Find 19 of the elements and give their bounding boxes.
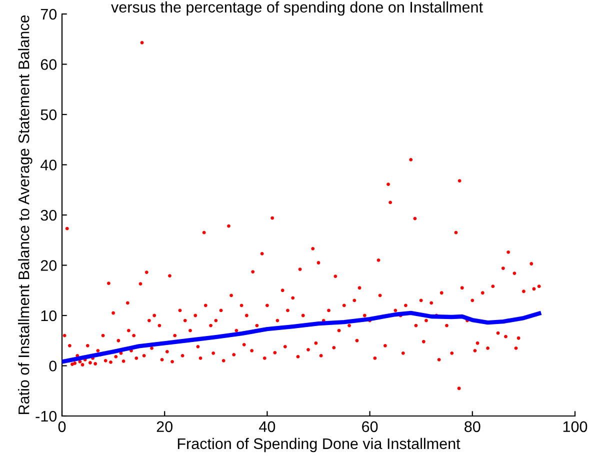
y-tick-label: 20	[40, 260, 57, 271]
y-tick-label: 40	[40, 160, 57, 170]
x-tick-label: 20	[156, 421, 172, 432]
y-tick-label: 0	[49, 360, 57, 372]
y-tick-label: 30	[40, 210, 57, 221]
y-tick-label: 10	[41, 310, 57, 322]
x-tick-label: 80	[464, 421, 480, 432]
x-axis-title: Fraction of Spending Done via Installment	[178, 438, 460, 452]
x-tick-label: 40	[259, 421, 276, 432]
y-tick-label: -10	[36, 410, 57, 422]
y-tick-label: 50	[40, 109, 57, 120]
y-tick-label: 60	[40, 59, 57, 70]
y-tick-label: 70	[40, 8, 57, 20]
x-tick-label: 0	[58, 421, 66, 432]
x-tick-label: 60	[362, 421, 378, 432]
chart-title: versus the percentage of spending done on Installment	[111, 1, 483, 16]
x-tick-label: 100	[563, 421, 588, 432]
y-axis-title: Ratio of Installment Balance to Average Statement Balance	[18, 15, 32, 414]
line-series	[62, 310, 542, 364]
